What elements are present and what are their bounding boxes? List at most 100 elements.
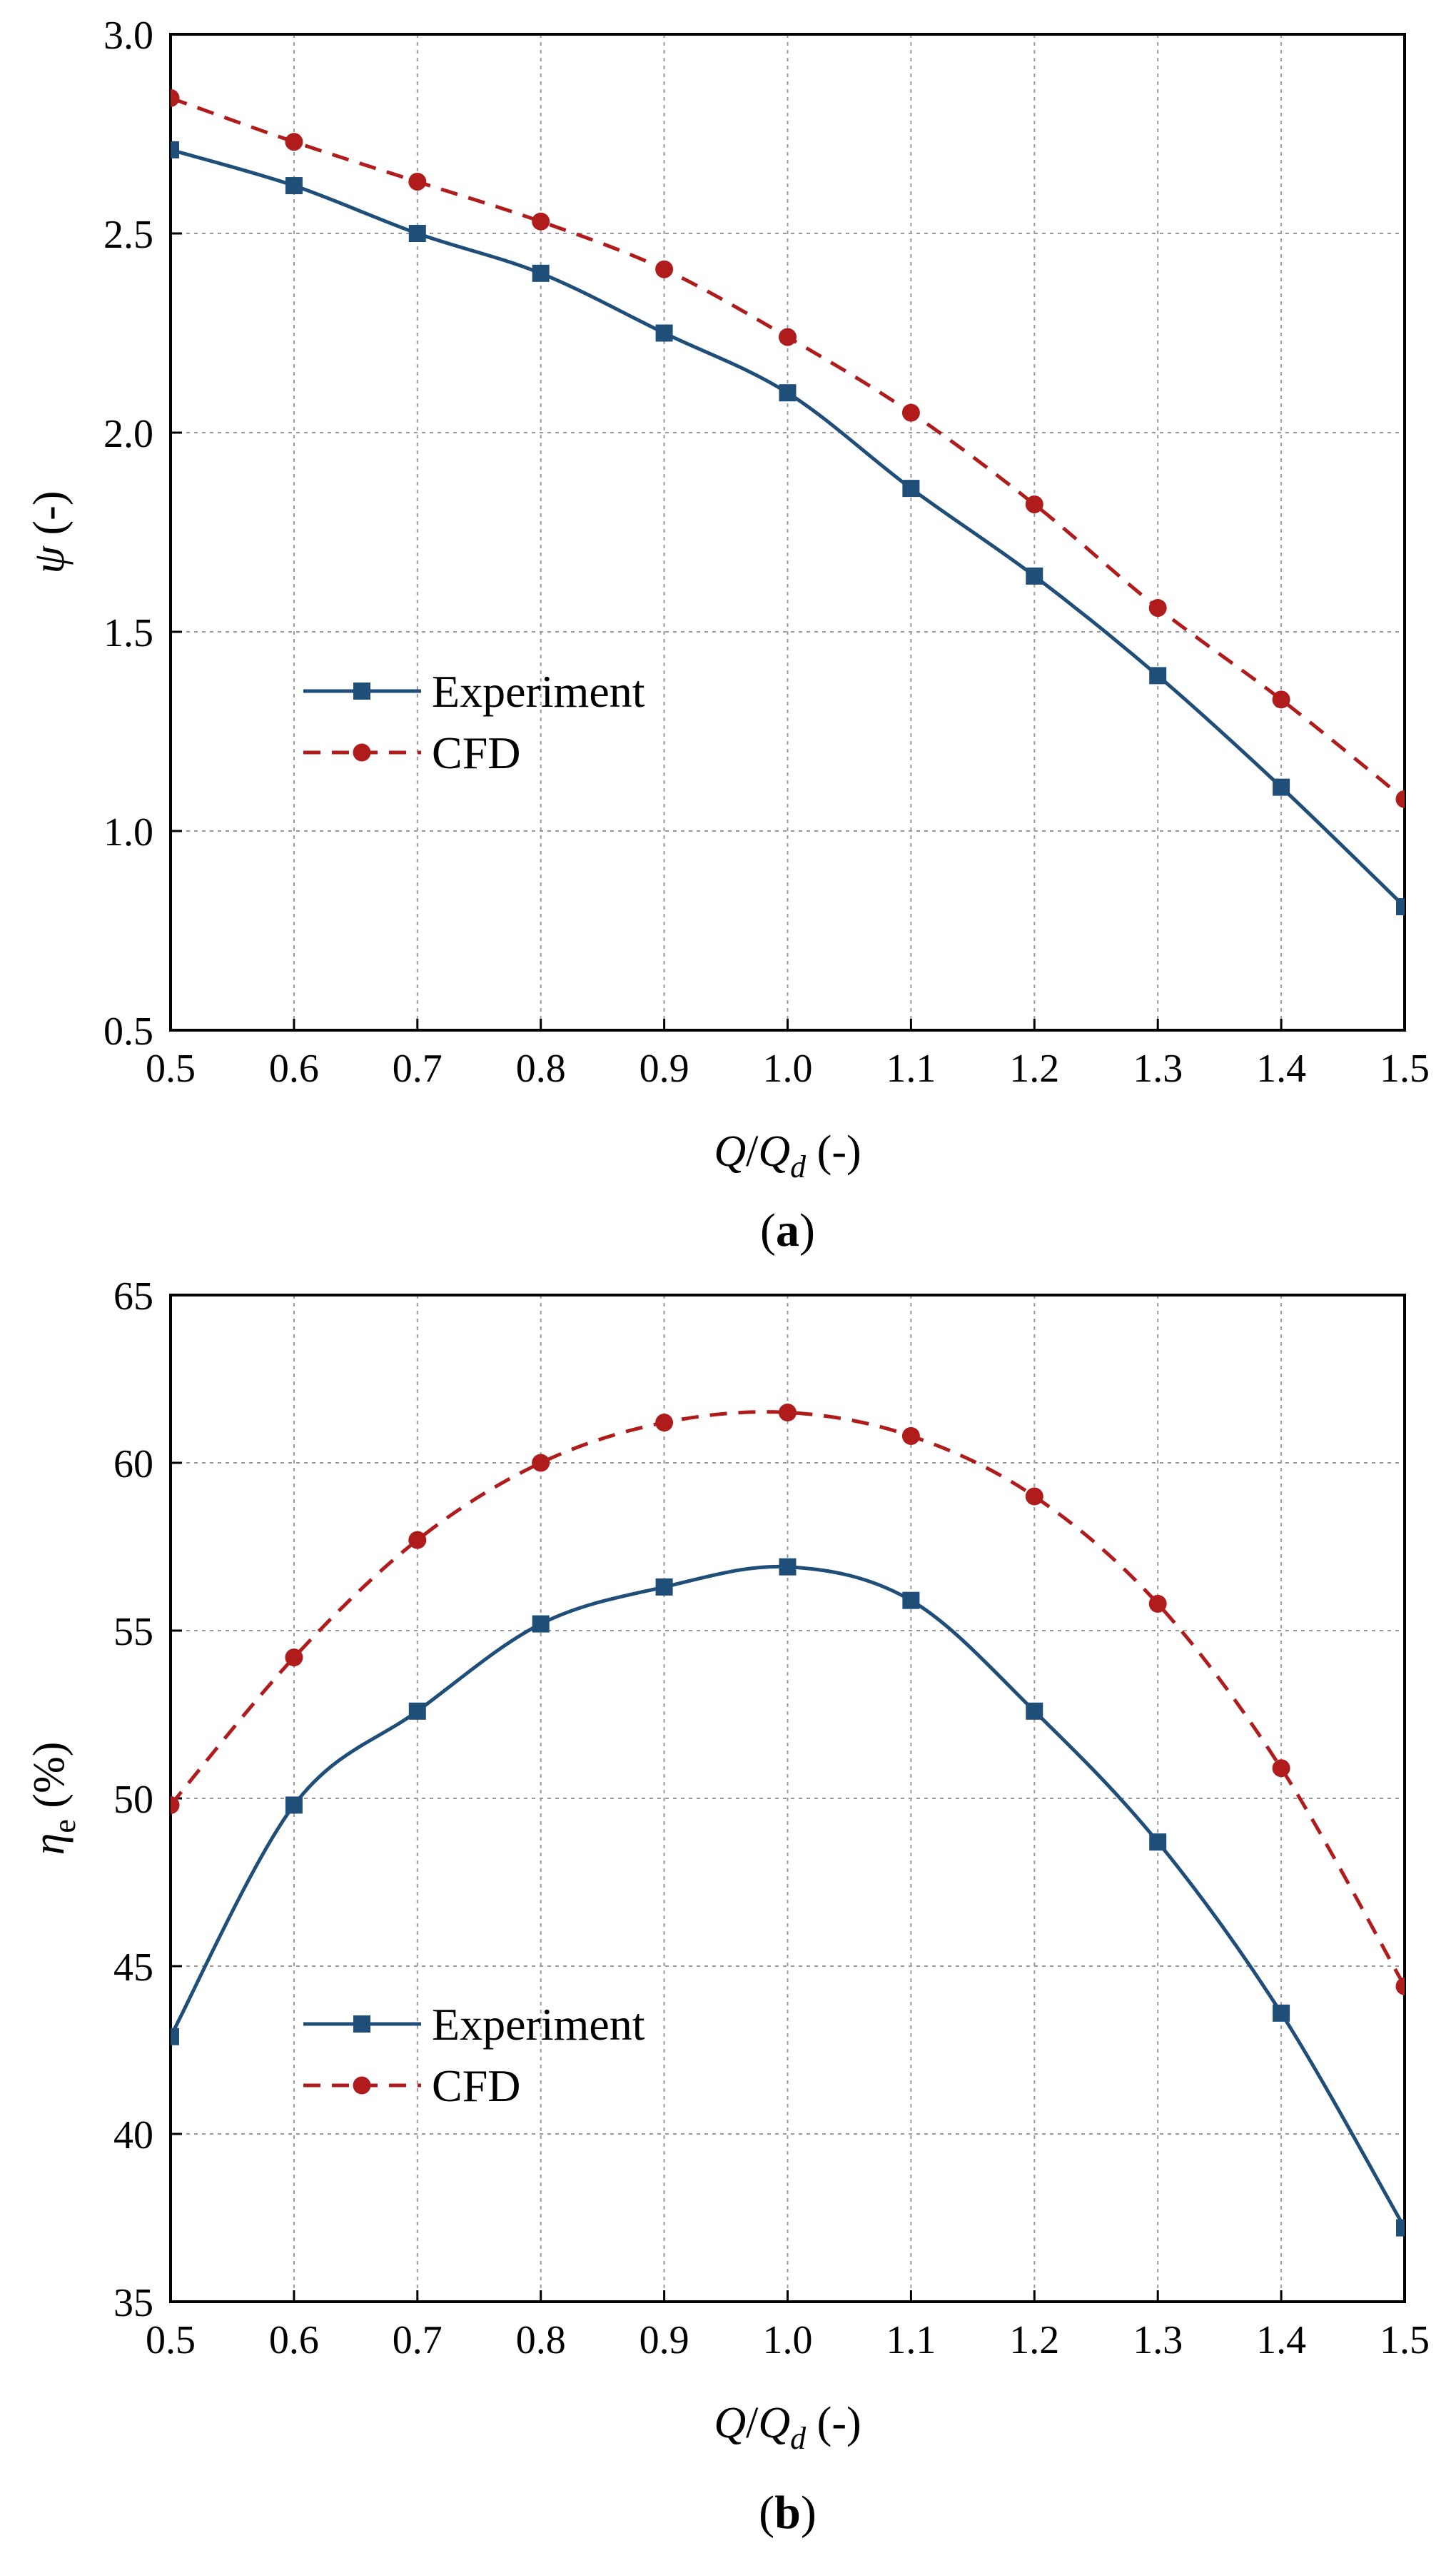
y-axis-label: ψ (-) xyxy=(25,491,74,574)
cfd-line xyxy=(171,96,1405,801)
panel-label-close: ) xyxy=(799,1204,815,1257)
legend-cfd-label: CFD xyxy=(432,727,521,778)
y-axis-label-sub: e xyxy=(47,1819,82,1833)
cfd-markers xyxy=(171,1404,1405,1995)
legend: Experiment CFD xyxy=(303,1999,645,2111)
legend-cfd-label: CFD xyxy=(432,2060,521,2111)
ticks: 0.5 0.6 0.7 0.8 0.9 1.0 1.1 1.2 1.3 1.4 1.5 35 40 45 5… xyxy=(113,1274,1430,2362)
data-point-square xyxy=(408,225,426,242)
data-point-square xyxy=(779,1558,797,1576)
data-point-square xyxy=(532,1615,550,1633)
x-axis-label-var2: Q xyxy=(758,1127,790,1176)
x-tick-label: 0.8 xyxy=(516,2318,566,2362)
series-experiment xyxy=(171,141,1405,916)
chart-b: 0.5 0.6 0.7 0.8 0.9 1.0 1.1 1.2 1.3 1.4 1.5 35 40 45 5… xyxy=(25,1274,1430,2539)
y-axis-label-unit: (-) xyxy=(25,491,74,546)
x-axis-label-sub: d xyxy=(790,1149,807,1184)
data-point-circle xyxy=(285,1648,303,1667)
y-tick-label: 2.5 xyxy=(103,213,153,257)
data-point-circle xyxy=(779,328,797,346)
legend-cfd-marker xyxy=(353,2076,371,2095)
experiment-line xyxy=(171,1564,1405,2229)
x-axis-label-var2: Q xyxy=(758,2399,790,2447)
x-tick-label: 0.5 xyxy=(146,2318,196,2362)
y-tick-label: 60 xyxy=(113,1442,153,1486)
cfd-markers xyxy=(171,89,1405,808)
x-tick-label: 0.6 xyxy=(269,1047,319,1091)
x-axis-label: Q/Qd (-) xyxy=(714,1127,861,1184)
x-axis-label-unit: (-) xyxy=(806,2399,861,2447)
legend-experiment-marker xyxy=(353,683,370,700)
data-point-square xyxy=(1273,778,1290,796)
data-point-square xyxy=(1273,2004,1290,2022)
panel-label-close: ) xyxy=(801,2487,817,2539)
legend-experiment-marker xyxy=(353,2015,370,2033)
y-tick-label: 1.0 xyxy=(103,810,153,855)
y-tick-label: 65 xyxy=(113,1274,153,1319)
x-tick-label: 0.7 xyxy=(393,2318,443,2362)
x-tick-label: 0.7 xyxy=(393,1047,443,1091)
data-point-square xyxy=(171,141,179,158)
y-tick-label: 45 xyxy=(113,1945,153,1990)
data-point-square xyxy=(1026,567,1043,585)
data-point-circle xyxy=(1148,1594,1167,1613)
x-axis-label-var: Q xyxy=(714,1127,746,1176)
x-tick-label: 1.3 xyxy=(1133,2318,1183,2362)
data-point-circle xyxy=(1025,495,1043,513)
legend-cfd-marker xyxy=(353,743,371,762)
x-tick-label: 1.4 xyxy=(1256,1047,1306,1091)
x-tick-label: 0.6 xyxy=(269,2318,319,2362)
series-cfd xyxy=(171,89,1405,808)
y-tick-label: 55 xyxy=(113,1610,153,1654)
gridlines xyxy=(171,34,1405,1030)
y-tick-label: 2.0 xyxy=(103,412,153,456)
y-axis-label: ηe (%) xyxy=(25,1742,82,1855)
data-point-square xyxy=(779,384,797,402)
x-tick-label: 1.5 xyxy=(1380,1047,1430,1091)
data-point-circle xyxy=(1272,690,1290,709)
data-point-circle xyxy=(655,1414,674,1432)
legend-experiment-label: Experiment xyxy=(432,666,645,717)
x-tick-label: 0.5 xyxy=(146,1047,196,1091)
data-point-circle xyxy=(532,212,550,231)
y-tick-label: 3.0 xyxy=(103,14,153,58)
panel-label: (a) xyxy=(760,1204,815,1257)
data-point-circle xyxy=(1272,1759,1290,1778)
y-tick-label: 1.5 xyxy=(103,611,153,655)
data-point-square xyxy=(1026,1702,1043,1720)
data-point-circle xyxy=(171,89,180,107)
data-point-circle xyxy=(901,1426,920,1445)
panel-label-open: ( xyxy=(759,2487,774,2539)
data-point-circle xyxy=(1148,599,1167,618)
panel-label: (b) xyxy=(759,2487,817,2539)
data-point-circle xyxy=(285,133,303,151)
data-point-circle xyxy=(1395,790,1405,808)
y-tick-label: 50 xyxy=(113,1778,153,1822)
x-tick-label: 0.9 xyxy=(639,2318,689,2362)
legend-experiment-label: Experiment xyxy=(432,1999,645,2050)
y-axis-label-unit: (%) xyxy=(25,1742,74,1819)
series-experiment xyxy=(171,1558,1405,2237)
x-tick-label: 1.0 xyxy=(763,2318,813,2362)
x-tick-label: 1.1 xyxy=(886,1047,936,1091)
x-tick-label: 1.5 xyxy=(1380,2318,1430,2362)
data-point-square xyxy=(655,324,673,342)
data-point-square xyxy=(408,1702,426,1720)
y-axis-label-var: η xyxy=(25,1833,74,1855)
data-point-circle xyxy=(779,1404,797,1421)
x-tick-label: 1.2 xyxy=(1009,2318,1059,2362)
data-point-circle xyxy=(408,172,427,191)
data-point-square xyxy=(1149,667,1167,685)
x-tick-label: 1.4 xyxy=(1256,2318,1306,2362)
data-point-square xyxy=(1396,898,1405,916)
x-tick-label: 1.1 xyxy=(886,2318,936,2362)
panel-label-letter: a xyxy=(776,1204,799,1257)
experiment-line xyxy=(171,148,1405,908)
x-axis-label-unit: (-) xyxy=(806,1127,861,1176)
x-tick-label: 1.2 xyxy=(1009,1047,1059,1091)
data-point-square xyxy=(902,1591,920,1609)
data-point-circle xyxy=(655,260,674,278)
data-point-square xyxy=(1396,2219,1405,2237)
